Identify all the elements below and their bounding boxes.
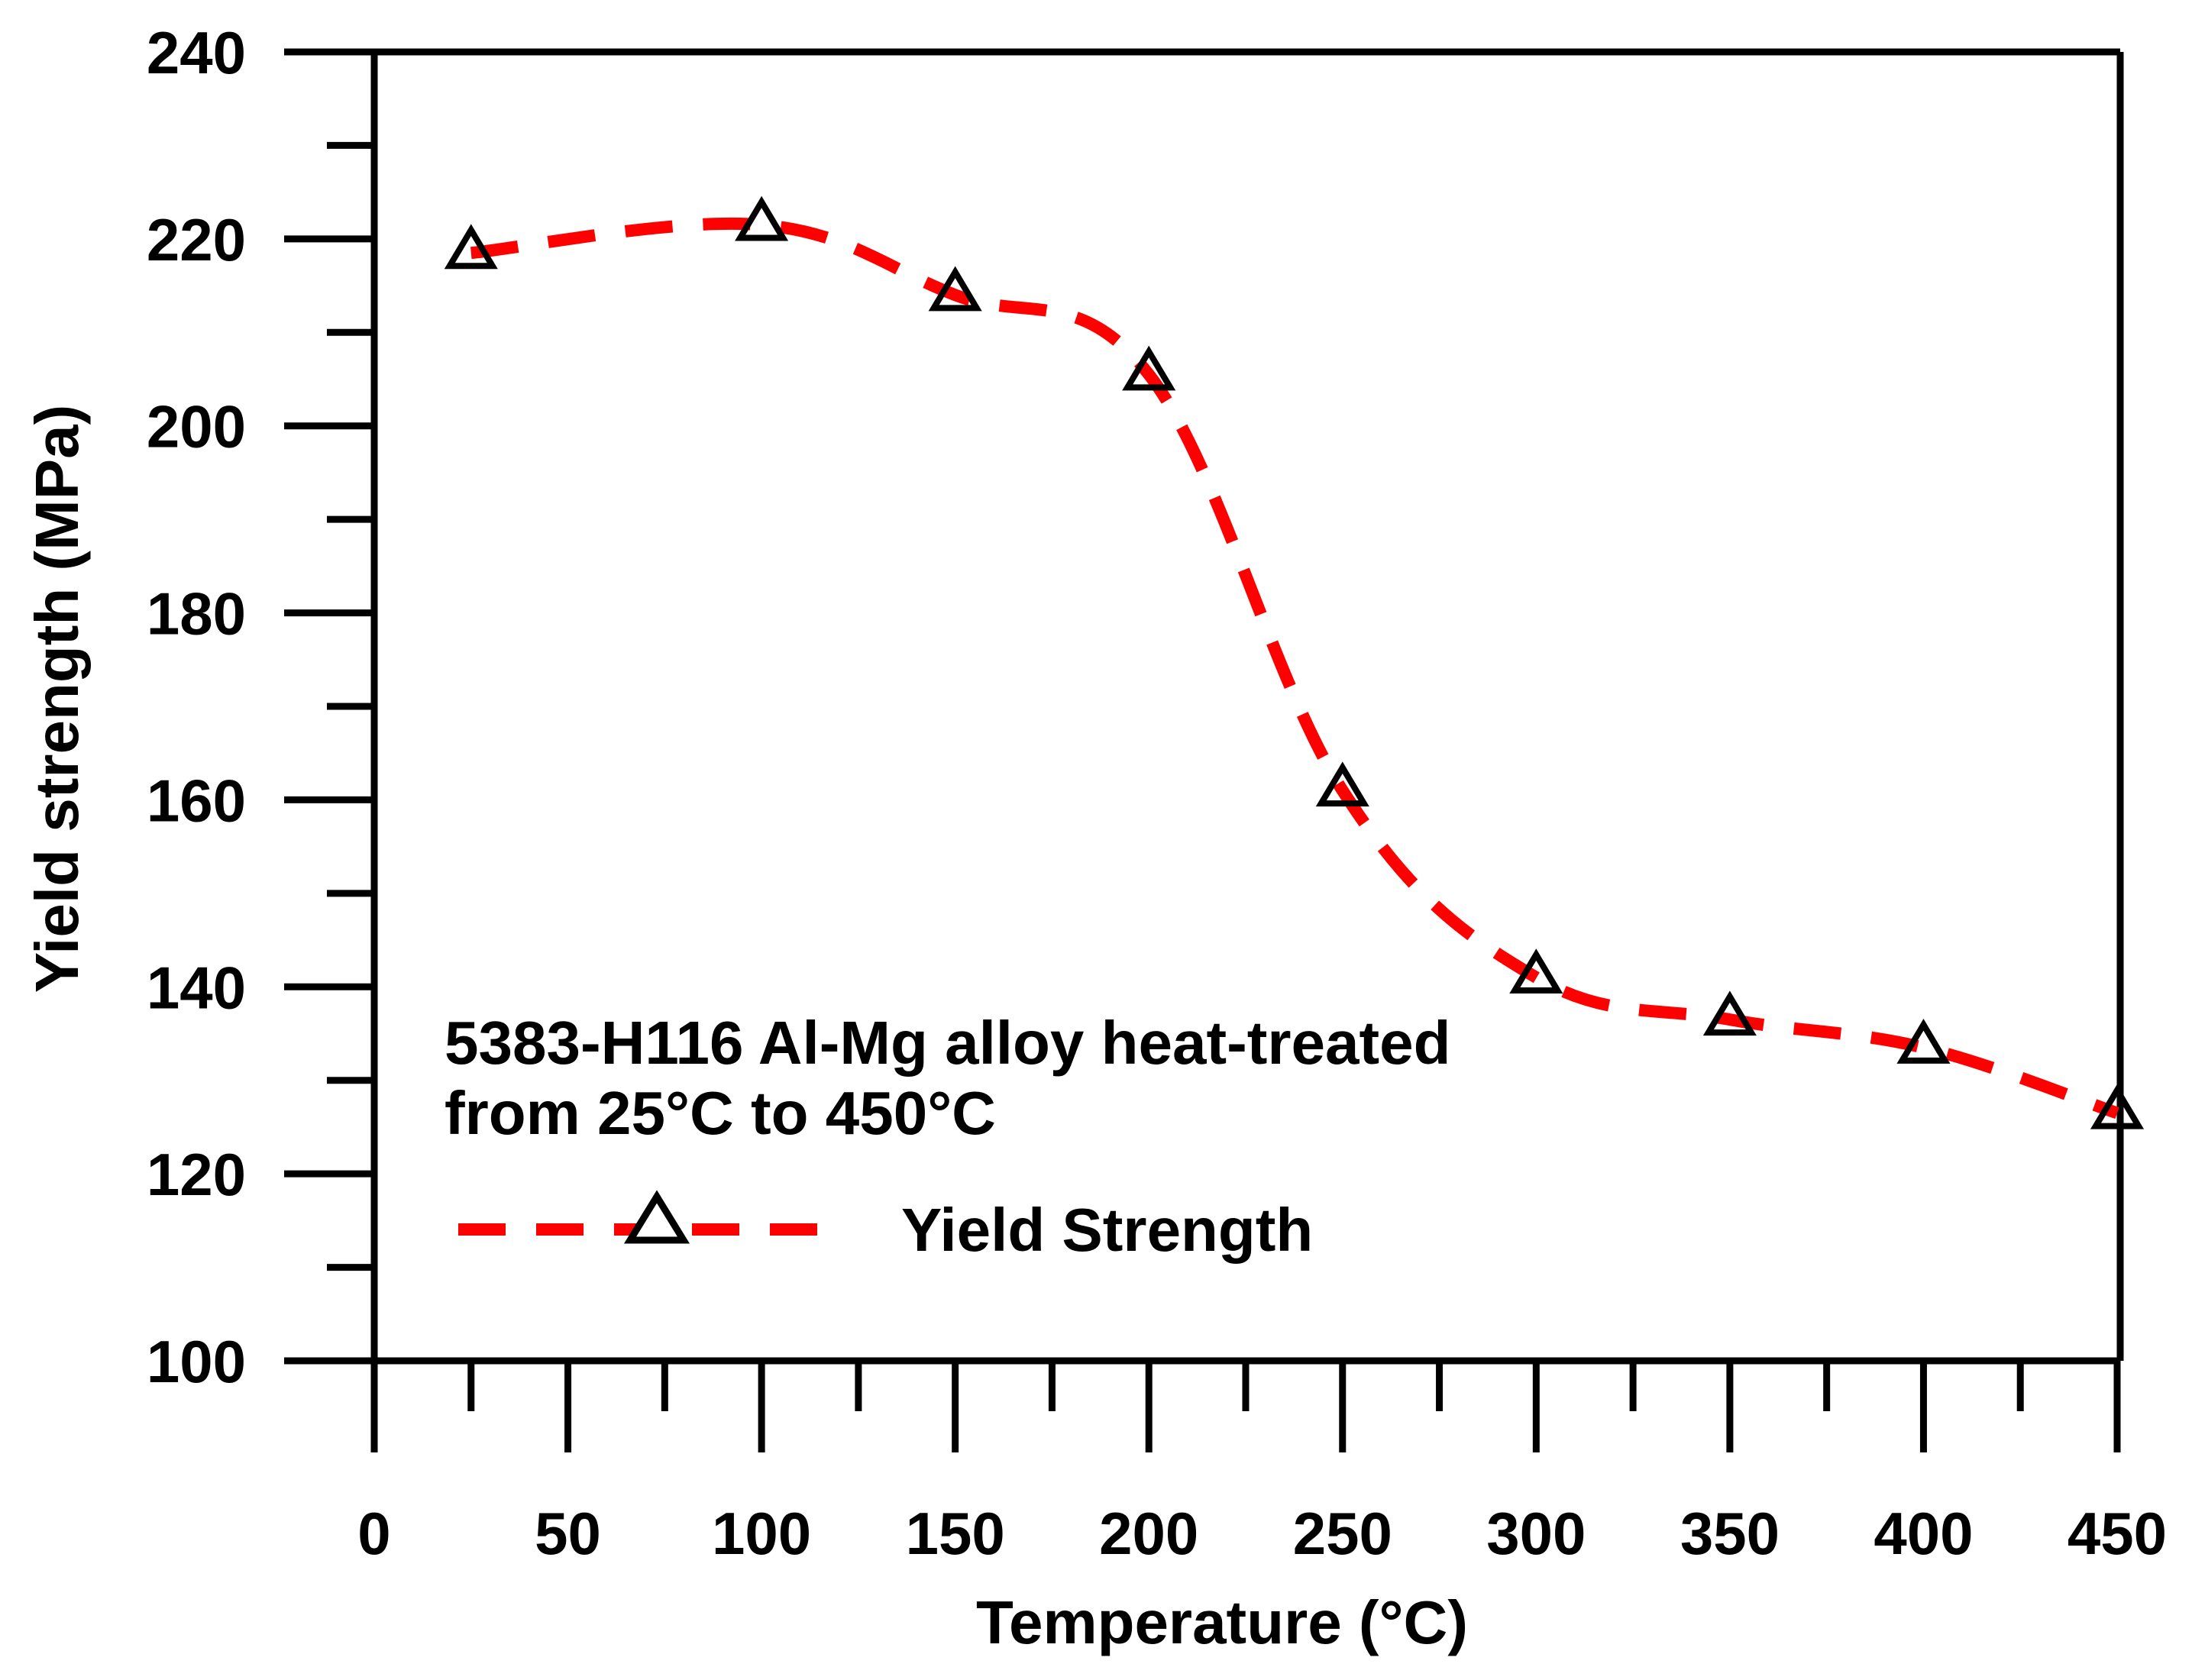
x-tick-label: 450 xyxy=(2068,1500,2167,1567)
data-point-triangle xyxy=(928,266,982,312)
data-point-triangle xyxy=(1509,948,1563,994)
x-tick-label: 0 xyxy=(357,1500,390,1567)
y-tick-label: 160 xyxy=(147,767,246,834)
y-tick-label: 100 xyxy=(147,1328,246,1395)
legend-marker-triangle-icon xyxy=(623,1190,690,1244)
data-point-triangle xyxy=(1315,761,1369,807)
legend-label: Yield Strength xyxy=(901,1196,1313,1264)
data-point-triangle xyxy=(444,224,498,270)
y-axis-title: Yield strength (MPa) xyxy=(23,405,91,993)
data-point-triangle xyxy=(735,195,789,241)
data-point-triangle xyxy=(1702,990,1757,1036)
annotation-line-1: 5383-H116 Al-Mg alloy heat-treated xyxy=(445,1009,1451,1077)
x-tick-label: 50 xyxy=(535,1500,601,1567)
x-tick-label: 400 xyxy=(1874,1500,1973,1567)
x-tick-label: 250 xyxy=(1293,1500,1392,1567)
annotation-line-2: from 25°C to 450°C xyxy=(445,1079,996,1147)
x-tick-label: 300 xyxy=(1486,1500,1586,1567)
y-tick-label: 120 xyxy=(147,1141,246,1208)
legend: Yield Strength xyxy=(458,1190,1313,1264)
x-tick-label: 350 xyxy=(1680,1500,1780,1567)
series-line-yield-strength xyxy=(470,217,2119,1119)
data-point-triangle xyxy=(2090,1084,2145,1129)
y-tick-label: 180 xyxy=(147,580,246,648)
y-tick-label: 200 xyxy=(147,393,246,460)
data-point-triangle xyxy=(1122,345,1176,391)
x-tick-label: 100 xyxy=(712,1500,811,1567)
x-tick-label: 200 xyxy=(1099,1500,1198,1567)
y-tick-label: 140 xyxy=(147,954,246,1021)
x-tick-label: 150 xyxy=(906,1500,1005,1567)
data-point-triangle xyxy=(1896,1019,1951,1064)
y-tick-label: 220 xyxy=(147,206,246,273)
x-axis-title: Temperature (°C) xyxy=(976,1588,1468,1656)
y-tick-label: 240 xyxy=(147,19,246,86)
tick-labels: 100 120 140 160 180 200 220 240 0 50 100 150 200 250 3… xyxy=(147,19,2167,1567)
series xyxy=(444,195,2145,1129)
axes xyxy=(284,48,2124,1452)
ticks xyxy=(284,48,2121,1452)
